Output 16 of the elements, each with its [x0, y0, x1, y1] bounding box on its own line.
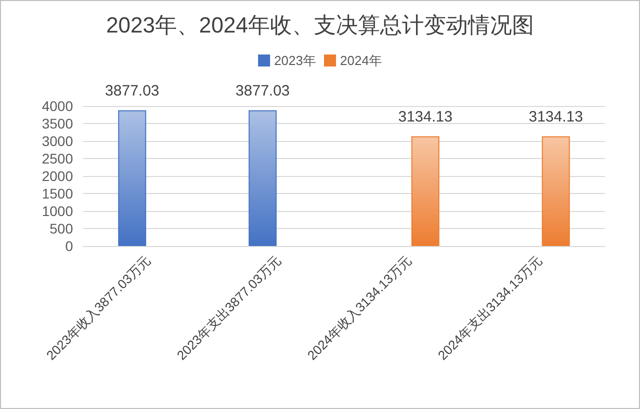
y-tick-label: 500 [50, 220, 74, 236]
data-label: 3877.03 [105, 82, 160, 100]
y-tick-label: 4000 [42, 98, 74, 114]
data-label: 3134.13 [398, 108, 452, 126]
y-tick-label: 3000 [42, 133, 74, 149]
data-label: 3877.03 [236, 82, 290, 100]
y-tick-label: 3500 [42, 116, 74, 132]
y-tick-label: 1000 [42, 203, 74, 219]
legend-label: 2024年 [340, 53, 382, 68]
y-tick-label: 0 [65, 238, 74, 254]
y-tick-label: 2000 [42, 168, 74, 184]
chart-title: 2023年、2024年收、支决算总计变动情况图 [106, 12, 534, 38]
legend-label: 2023年 [274, 53, 316, 68]
y-tick-label: 2500 [42, 150, 74, 166]
data-label: 3134.13 [528, 108, 583, 126]
y-tick-label: 1500 [42, 186, 74, 202]
